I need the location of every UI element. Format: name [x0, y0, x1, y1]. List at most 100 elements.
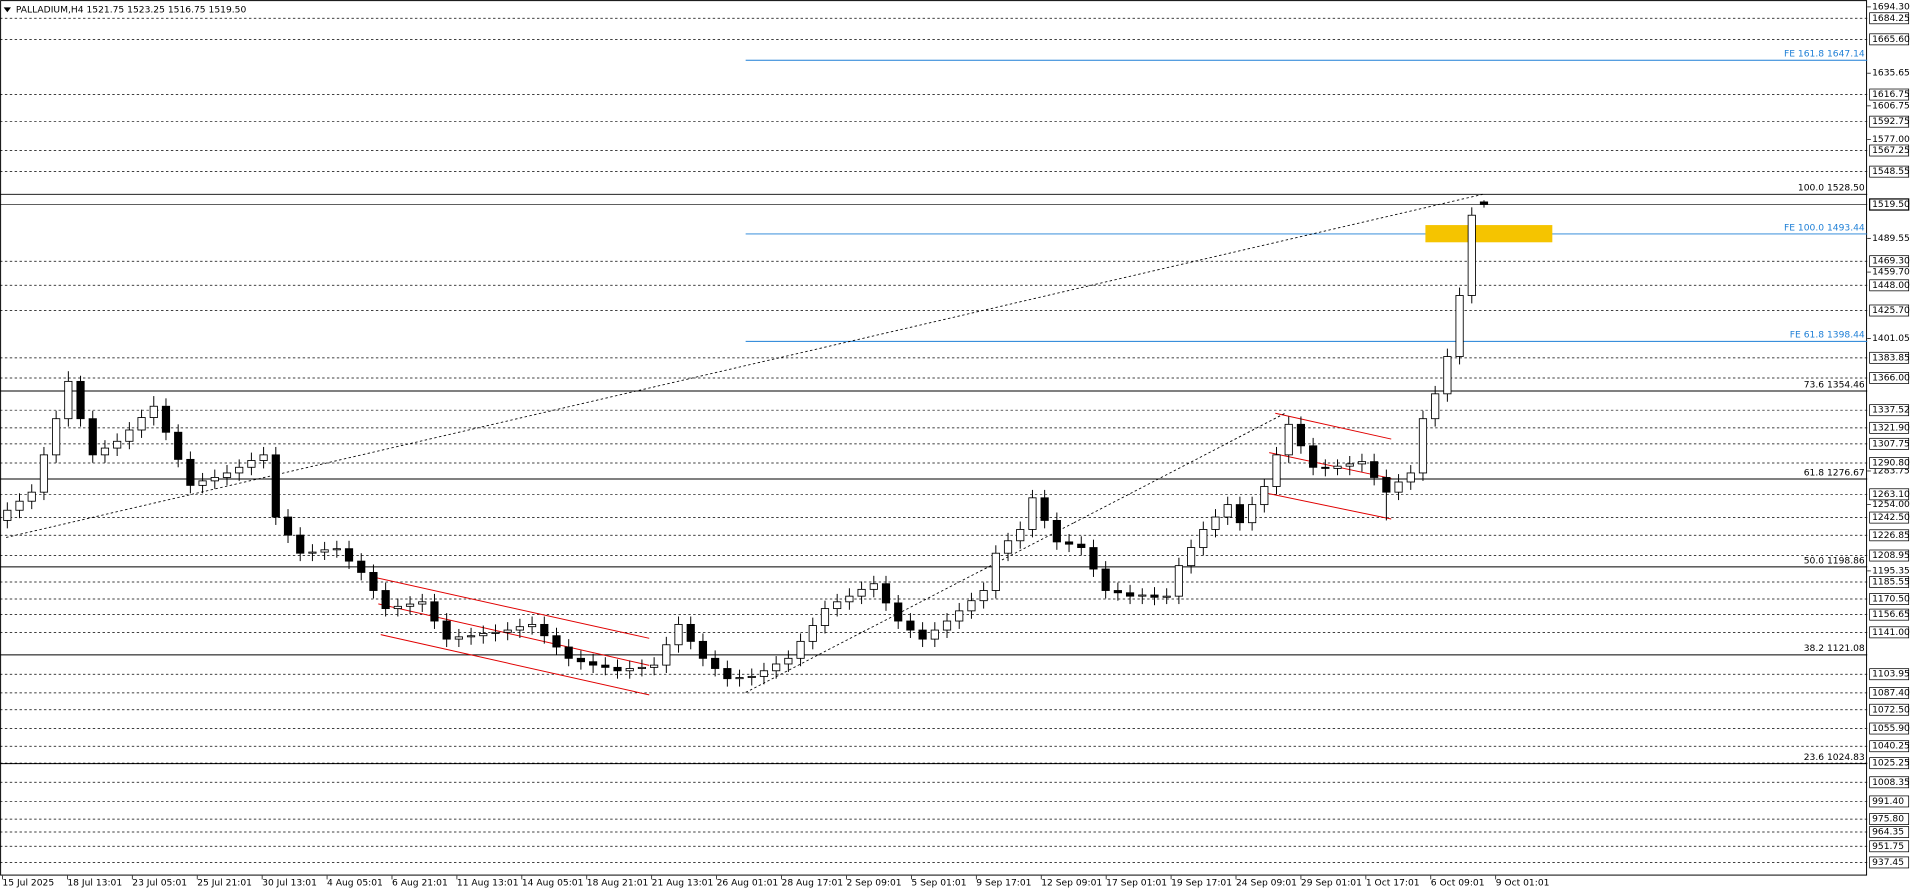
candle-body: [283, 516, 293, 536]
level-label: 1616.75: [1872, 89, 1910, 100]
level-label-box: [1869, 372, 1910, 384]
level-label-box: [1869, 529, 1910, 542]
fib-label: 50.0 1198.86: [1804, 555, 1865, 566]
candle-body: [39, 454, 49, 493]
fe-label: FE 61.8 1398.44: [1790, 330, 1865, 341]
level-label-box: [1869, 840, 1910, 853]
candle-body: [235, 466, 244, 474]
x-tick-label: 5 Sep 01:01: [911, 878, 966, 888]
level-label-box: [1869, 115, 1910, 128]
candle-body: [52, 418, 61, 456]
candle-body: [357, 560, 366, 573]
x-tick-label: 6 Oct 09:01: [1431, 878, 1485, 888]
level-label: 951.75: [1872, 841, 1904, 852]
level-label: 1040.25: [1872, 741, 1910, 752]
level-label-box: [1869, 511, 1910, 524]
level-label: 1055.90: [1872, 723, 1910, 734]
candle-body: [271, 454, 280, 518]
y-tick-label: 1459.70: [1872, 267, 1910, 278]
x-tick-label: 15 Jul 2025: [2, 878, 54, 888]
candle-body: [296, 534, 305, 554]
levels-layer: 100.0 1528.50 73.6 1354.46 61.8 1276.67 50.…: [0, 17, 1868, 863]
candle-body: [918, 629, 927, 640]
candle-body: [1394, 481, 1403, 493]
plot-frame: [0, 0, 1868, 876]
candle-body: [552, 635, 561, 648]
y-tick-label: 1254.00: [1872, 499, 1910, 510]
candle-body: [796, 640, 805, 659]
level-label: 1242.50: [1872, 512, 1910, 523]
candle-body: [442, 620, 451, 640]
level-label: 1087.40: [1872, 687, 1910, 698]
level-label: 964.35: [1872, 826, 1904, 837]
level-label-box: [1869, 722, 1910, 735]
menu-arrow[interactable]: [3, 7, 11, 13]
level-label-box: [1869, 608, 1910, 621]
candle-body: [125, 429, 134, 442]
candle-body: [27, 491, 36, 502]
x-tick-label: 19 Sep 17:01: [1171, 878, 1232, 888]
level-label: 1337.52: [1872, 405, 1910, 416]
y-tick-label: 1283.75: [1872, 465, 1910, 476]
level-label: 1307.75: [1872, 438, 1910, 449]
candle-body: [723, 668, 732, 680]
candle-body: [991, 552, 1000, 591]
candle-body: [711, 657, 720, 669]
level-label-box: [1869, 421, 1910, 434]
level-label-box: [1869, 457, 1910, 469]
candle-body: [1199, 529, 1208, 548]
level-label-box: [1869, 795, 1910, 808]
candle-body: [1345, 463, 1354, 467]
candle-body: [479, 633, 488, 637]
x-tick-label: 28 Aug 17:01: [782, 878, 844, 888]
candle-body: [930, 629, 939, 640]
candle-body: [857, 588, 866, 597]
level-label: 1567.25: [1872, 145, 1910, 156]
candle-body: [1418, 418, 1428, 474]
candle-body: [1357, 461, 1367, 465]
candle-body: [247, 460, 256, 468]
candle-body: [527, 623, 537, 628]
candle-body: [1467, 214, 1476, 296]
level-label-box: [1869, 626, 1910, 639]
y-tick-label: 1195.35: [1872, 565, 1910, 576]
candle-body: [503, 629, 512, 633]
fib-label: 100.0 1528.50: [1798, 183, 1865, 194]
fib-label: 61.8 1276.67: [1804, 467, 1865, 478]
candle-body: [454, 636, 463, 640]
last-price-label: 1519.50: [1872, 199, 1910, 210]
x-tick-label: 9 Sep 17:01: [976, 878, 1031, 888]
candle-body: [1174, 565, 1183, 597]
fib-label: 38.2 1121.08: [1804, 643, 1865, 654]
x-tick-label: 2 Sep 09:01: [846, 878, 901, 888]
chart-header: PALLADIUM,H4 1521.75 1523.25 1516.75 151…: [16, 4, 247, 15]
level-label-box: [1869, 437, 1910, 450]
last-price-box: [1869, 198, 1910, 211]
y-tick-label: 1489.55: [1872, 233, 1910, 244]
candle-body: [1028, 497, 1037, 530]
candle-body: [1406, 472, 1415, 483]
level-label: 1103.95: [1872, 669, 1910, 680]
candle-body: [198, 480, 207, 486]
level-label: 1156.65: [1872, 609, 1910, 620]
candle-body: [1016, 529, 1025, 542]
candles: [3, 200, 1489, 687]
candle-body: [1431, 393, 1440, 420]
x-tick-label: 18 Jul 13:01: [67, 878, 122, 888]
candle-body: [686, 623, 695, 642]
level-label-box: [1869, 593, 1910, 605]
trend-lines: [6, 193, 1483, 693]
x-tick-label: 11 Aug 13:01: [457, 878, 519, 888]
candle-body: [1272, 454, 1281, 487]
candle-body: [149, 405, 158, 418]
x-tick-label: 30 Jul 13:01: [262, 878, 317, 888]
level-label: 1208.95: [1872, 550, 1910, 561]
candle-body: [308, 551, 317, 554]
candle-body: [1284, 423, 1293, 456]
level-label: 1684.25: [1872, 13, 1910, 24]
candle-body: [1064, 541, 1074, 545]
level-label: 1425.70: [1872, 305, 1910, 316]
level-label: 1185.55: [1872, 576, 1910, 587]
